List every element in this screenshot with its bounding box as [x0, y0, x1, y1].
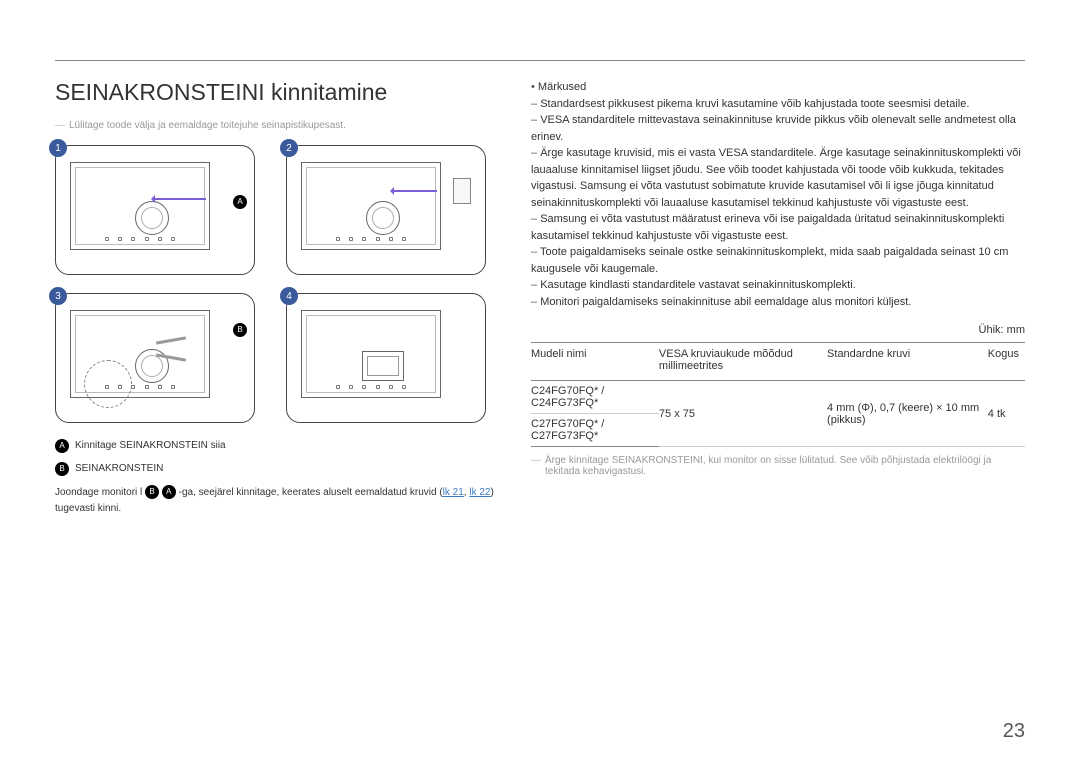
td-model: C27FG70FQ* / C27FG73FQ*	[531, 414, 659, 447]
th-vesa: VESA kruviaukude mõõdud millimeetrites	[659, 343, 827, 381]
td-vesa: 75 x 75	[659, 381, 827, 447]
th-screw: Standardne kruvi	[827, 343, 988, 381]
monitor-outline	[301, 162, 441, 250]
notes-lead: Märkused	[531, 79, 1025, 96]
legend-inline-pre: Joondage monitori l	[55, 487, 142, 498]
letter-badge-a: A	[233, 193, 247, 211]
detail-circle	[84, 360, 132, 408]
top-rule	[55, 60, 1025, 61]
page-number: 23	[1003, 720, 1025, 743]
note-item: Samsung ei võta vastutust määratust erin…	[531, 211, 1025, 244]
step-number-badge: 2	[280, 139, 298, 157]
step-panel	[286, 145, 486, 275]
page-title: SEINAKRONSTEINI kinnitamine	[55, 79, 495, 106]
footnote: ― Ärge kinnitage SEINAKRONSTEINI, kui mo…	[531, 455, 1025, 477]
td-screw: 4 mm (Φ), 0,7 (keere) × 10 mm (pikkus)	[827, 381, 988, 447]
td-model: C24FG70FQ* / C24FG73FQ*	[531, 381, 659, 414]
note-item: Ärge kasutage kruvisid, mis ei vasta VES…	[531, 145, 1025, 211]
unit-label: Ühik: mm	[531, 324, 1025, 336]
link-lk21[interactable]: lk 21	[443, 487, 464, 498]
step-number-badge: 4	[280, 287, 298, 305]
letter-badge-b: B	[233, 321, 247, 339]
spec-table: Mudeli nimi VESA kruviaukude mõõdud mill…	[531, 342, 1025, 447]
step-panel	[286, 293, 486, 423]
note-item: Monitori paigaldamiseks seinakinnituse a…	[531, 294, 1025, 311]
bracket-illustration	[453, 178, 471, 204]
intro-note-text: Lülitage toode välja ja eemaldage toitej…	[69, 120, 346, 131]
th-model: Mudeli nimi	[531, 343, 659, 381]
intro-note: ― Lülitage toode välja ja eemaldage toit…	[55, 120, 495, 131]
step-4: 4	[286, 293, 495, 423]
note-item: VESA standarditele mittevastava seinakin…	[531, 112, 1025, 145]
step-panel	[55, 293, 255, 423]
link-lk22[interactable]: lk 22	[469, 487, 490, 498]
step-2: 2	[286, 145, 495, 275]
th-qty: Kogus	[988, 343, 1025, 381]
legend-badge-a: A	[55, 439, 69, 453]
note-item: Kasutage kindlasti standarditele vastava…	[531, 277, 1025, 294]
footnote-text: Ärge kinnitage SEINAKRONSTEINI, kui moni…	[545, 455, 1025, 477]
step-number-badge: 1	[49, 139, 67, 157]
notes-block: Märkused Standardsest pikkusest pikema k…	[531, 79, 1025, 310]
legend-inline-a: A	[162, 485, 176, 499]
legend-text-b: SEINAKRONSTEIN	[75, 460, 163, 477]
step-3: 3 B	[55, 293, 264, 423]
step-number-badge: 3	[49, 287, 67, 305]
notes-list: Standardsest pikkusest pikema kruvi kasu…	[531, 96, 1025, 311]
step-panel	[55, 145, 255, 275]
td-qty: 4 tk	[988, 381, 1025, 447]
monitor-outline	[301, 310, 441, 398]
legend-inline-b: B	[145, 485, 159, 499]
legend-inline-mid: -ga, seejärel kinnitage, keerates alusel…	[179, 487, 443, 498]
step-1: 1 A	[55, 145, 264, 275]
mount-plate	[362, 351, 404, 381]
monitor-outline	[70, 162, 210, 250]
legend-badge-b: B	[55, 462, 69, 476]
note-item: Toote paigaldamiseks seinale ostke seina…	[531, 244, 1025, 277]
note-item: Standardsest pikkusest pikema kruvi kasu…	[531, 96, 1025, 113]
steps-grid: 1 A 2	[55, 145, 495, 423]
legend-text-a: Kinnitage SEINAKRONSTEIN siia	[75, 437, 226, 454]
legend: A Kinnitage SEINAKRONSTEIN siia B SEINAK…	[55, 437, 495, 517]
